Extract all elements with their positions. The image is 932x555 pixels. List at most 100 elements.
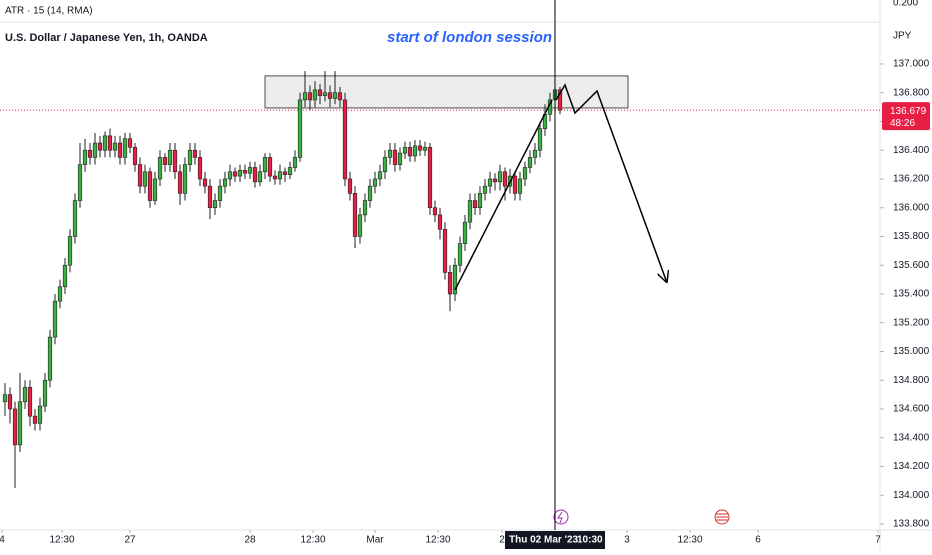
- y-tick-label: 134.400: [893, 432, 930, 443]
- candle-body: [457, 243, 463, 266]
- candle-body: [492, 178, 498, 183]
- candle-body: [527, 157, 533, 168]
- candle-body: [362, 200, 368, 216]
- candle-body: [77, 164, 83, 201]
- candle-body: [397, 152, 403, 165]
- candle-body: [157, 157, 163, 180]
- candle-body: [222, 178, 228, 187]
- indicator-tick: 0.200: [893, 0, 918, 9]
- candle-body: [137, 164, 143, 187]
- countdown-label: 48:26: [890, 118, 915, 129]
- candle-body: [407, 147, 413, 157]
- candle-body: [237, 170, 243, 177]
- candle-body: [437, 214, 443, 230]
- x-tick-label: 2: [499, 535, 505, 546]
- candle-body: [32, 415, 38, 424]
- candle-body: [47, 336, 53, 381]
- candle-body: [427, 147, 433, 209]
- y-tick-label: 135.400: [893, 289, 930, 300]
- candle-body: [412, 145, 418, 157]
- candle-body: [92, 142, 98, 158]
- candle-body: [217, 185, 223, 201]
- crosshair-time: 10:30: [577, 535, 603, 546]
- y-tick-label: 133.800: [893, 519, 930, 530]
- candle-body: [132, 147, 138, 165]
- candle-body: [272, 175, 278, 180]
- x-tick-label: 12:30: [49, 535, 74, 546]
- y-tick-label: 134.200: [893, 461, 930, 472]
- candle-body: [422, 147, 428, 151]
- candle-body: [487, 178, 493, 187]
- candle-body: [67, 236, 73, 266]
- candle-body: [42, 379, 48, 407]
- candle-body: [242, 170, 248, 174]
- crosshair-label-bg: [505, 531, 605, 549]
- candle-body: [107, 135, 113, 151]
- x-tick-label: 7: [875, 535, 881, 546]
- y-tick-label: 137.000: [893, 59, 930, 70]
- candle-body: [522, 167, 528, 180]
- candle-body: [227, 171, 233, 180]
- candle-body: [202, 178, 208, 187]
- candle-body: [482, 185, 488, 194]
- x-tick-label: 12:30: [425, 535, 450, 546]
- candle-body: [57, 286, 63, 302]
- candle-body: [297, 99, 303, 158]
- last-price-label: 136.679: [890, 106, 927, 117]
- candle-body: [382, 157, 388, 173]
- candle-body: [417, 145, 423, 151]
- candle-body: [442, 228, 448, 273]
- candle-body: [367, 185, 373, 201]
- candle-body: [2, 394, 8, 403]
- y-tick-label: 136.800: [893, 87, 930, 98]
- candle-body: [392, 149, 398, 165]
- y-tick-label: 136.200: [893, 174, 930, 185]
- annotation: start of london session: [387, 29, 552, 46]
- candle-body: [122, 138, 128, 158]
- candle-body: [7, 394, 13, 410]
- candle-body: [302, 92, 308, 101]
- trendline: [454, 99, 553, 291]
- x-tick-label: 28: [244, 535, 256, 546]
- last-price-tag: [882, 102, 930, 131]
- candle-body: [112, 142, 118, 151]
- candle-body: [277, 171, 283, 180]
- flag-stripes: [716, 513, 728, 521]
- candle-body: [312, 89, 318, 101]
- candle-body: [27, 387, 33, 417]
- candle-body: [52, 300, 58, 338]
- currency: JPY: [893, 31, 912, 42]
- candle-body: [347, 178, 353, 194]
- candle-body: [377, 171, 383, 180]
- candle-body: [462, 221, 468, 244]
- candle-body: [332, 92, 338, 99]
- candle-body: [97, 142, 103, 151]
- candle-body: [287, 167, 293, 175]
- candle-body: [502, 171, 508, 187]
- candle-body: [127, 138, 133, 148]
- candle-body: [102, 135, 108, 151]
- candle-body: [452, 264, 458, 295]
- candle-body: [232, 171, 238, 177]
- candle-body: [512, 175, 518, 194]
- y-tick-label: 136.000: [893, 202, 930, 213]
- candle-body: [192, 149, 198, 158]
- x-tick-label: 4: [0, 535, 5, 546]
- event-icon[interactable]: [553, 509, 569, 525]
- candle-body: [517, 178, 523, 194]
- event-icon-bolt: [557, 511, 563, 524]
- x-tick-label: 6: [755, 535, 761, 546]
- candle-body: [352, 193, 358, 237]
- indicator-label: ATR · 15 (14, RMA): [5, 6, 93, 17]
- candle-body: [147, 171, 153, 201]
- y-tick-label: 135.000: [893, 346, 930, 357]
- projection-path: [555, 83, 667, 283]
- candle-body: [167, 149, 173, 165]
- candle-body: [262, 157, 268, 173]
- candle-body: [37, 405, 43, 424]
- x-tick-label: 12:30: [677, 535, 702, 546]
- candle-body: [372, 178, 378, 187]
- candle-body: [267, 157, 273, 177]
- candle-body: [447, 272, 453, 295]
